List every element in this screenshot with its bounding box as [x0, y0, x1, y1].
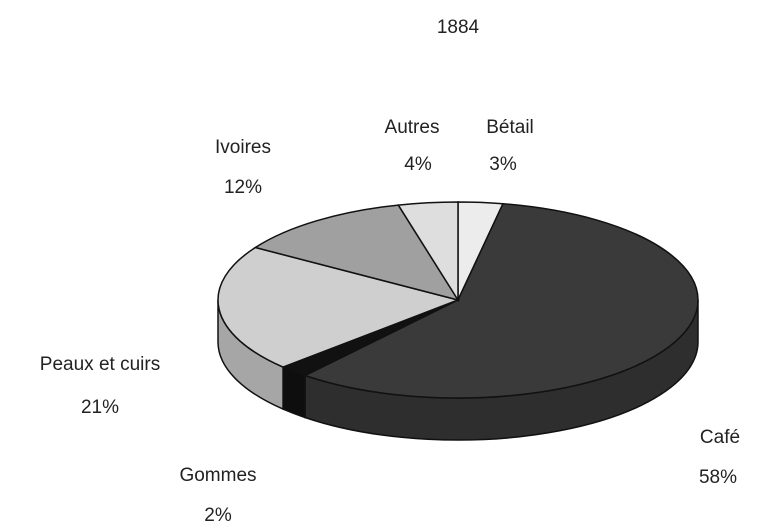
- value-label: 2%: [204, 505, 232, 526]
- chart-title: 1884: [437, 17, 480, 38]
- slice-label: Gommes: [179, 465, 256, 486]
- slice: [253, 204, 460, 302]
- slice-label: Café: [700, 427, 740, 448]
- slice: [303, 202, 699, 399]
- slice-label: Peaux et cuirs: [40, 354, 160, 375]
- slice: [217, 246, 461, 368]
- slice-label: Ivoires: [215, 137, 271, 158]
- slice-label: Autres: [385, 117, 440, 138]
- value-label: 3%: [489, 154, 517, 175]
- slice: [397, 201, 459, 303]
- value-label: 12%: [224, 177, 262, 198]
- value-label: 58%: [699, 467, 737, 488]
- slice-label: Bétail: [486, 117, 534, 138]
- value-label: 4%: [404, 154, 432, 175]
- value-label: 21%: [81, 397, 119, 418]
